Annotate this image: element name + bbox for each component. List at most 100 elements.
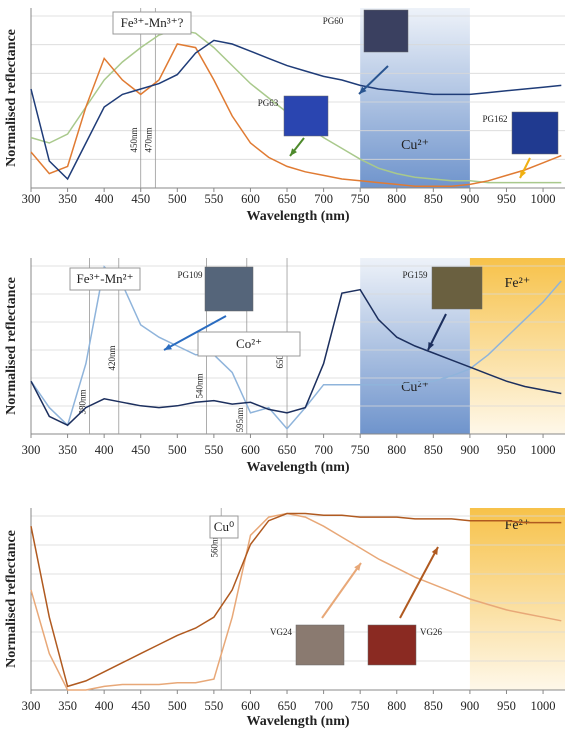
marker-label: 470nm — [143, 127, 153, 152]
region — [469, 508, 565, 690]
legend-label: PG63 — [258, 98, 279, 108]
x-axis-label: Wavelength (nm) — [246, 460, 349, 475]
x-tick-label: 1000 — [531, 192, 556, 206]
sample-photo — [367, 624, 417, 666]
spectrum-line — [30, 288, 562, 427]
x-tick-label: 350 — [58, 443, 77, 457]
x-tick-label: 850 — [424, 192, 443, 206]
x-tick-label: 850 — [424, 699, 443, 713]
legend-label: PG60 — [323, 16, 344, 26]
x-tick-label: 400 — [95, 443, 114, 457]
x-tick-label: 750 — [351, 443, 370, 457]
y-axis-label: Normalised reflectance — [4, 530, 19, 668]
marker-label: 380nm — [78, 389, 88, 414]
x-tick-label: 500 — [168, 443, 187, 457]
x-axis-label: Wavelength (nm) — [246, 209, 349, 224]
label-box — [197, 331, 301, 357]
x-tick-label: 1000 — [531, 699, 556, 713]
arrow-head — [431, 547, 438, 555]
x-tick-label: 350 — [58, 192, 77, 206]
marker-label: 560nm — [209, 532, 219, 557]
x-tick-label: 700 — [314, 699, 333, 713]
arrow — [163, 315, 227, 351]
region-label: Fe²⁺ — [505, 276, 531, 291]
region-label: Cu²⁺ — [401, 138, 429, 153]
x-tick-label: 650 — [278, 699, 297, 713]
x-tick-label: 450 — [131, 443, 150, 457]
x-tick-label: 800 — [387, 699, 406, 713]
x-tick-label: 950 — [497, 192, 516, 206]
arrow-head — [354, 563, 361, 571]
x-tick-label: 750 — [351, 699, 370, 713]
x-tick-label: 500 — [168, 699, 187, 713]
spectrum-line — [30, 39, 562, 181]
x-axis-label: Wavelength (nm) — [246, 714, 349, 729]
label-box — [112, 11, 192, 35]
x-tick-label: 400 — [95, 192, 114, 206]
x-tick-label: 600 — [241, 192, 260, 206]
x-tick-label: 700 — [314, 443, 333, 457]
x-tick-label: 800 — [387, 443, 406, 457]
x-tick-label: 550 — [205, 192, 224, 206]
label-box — [69, 267, 141, 291]
arrow-head — [164, 343, 172, 350]
x-tick-label: 500 — [168, 192, 187, 206]
box-label: Fe³⁺-Mn³⁺? — [121, 15, 184, 30]
x-tick-label: 900 — [461, 443, 480, 457]
x-tick-label: 600 — [241, 443, 260, 457]
legend-label: VG24 — [270, 627, 292, 637]
box-label: Cu⁰ — [214, 519, 234, 534]
x-tick-label: 900 — [461, 192, 480, 206]
x-tick-label: 850 — [424, 443, 443, 457]
x-tick-label: 700 — [314, 192, 333, 206]
y-axis-label: Normalised reflectance — [4, 277, 19, 415]
x-tick-label: 550 — [205, 443, 224, 457]
region — [469, 258, 565, 434]
arrow-head — [520, 170, 527, 178]
legend-label: PG159 — [402, 270, 428, 280]
box-label: Fe³⁺-Mn²⁺ — [77, 271, 134, 286]
x-tick-label: 950 — [497, 699, 516, 713]
arrow — [321, 562, 362, 619]
x-tick-label: 450 — [131, 699, 150, 713]
marker-label: 540nm — [195, 373, 205, 398]
x-tick-label: 650 — [278, 443, 297, 457]
x-tick-label: 400 — [95, 699, 114, 713]
x-tick-label: 350 — [58, 699, 77, 713]
legend-label: PG162 — [482, 114, 507, 124]
sample-photo — [363, 9, 409, 53]
sample-photo — [204, 266, 254, 312]
legend-label: PG109 — [177, 270, 203, 280]
sample-photo — [283, 95, 329, 137]
sample-photo — [511, 111, 559, 155]
sample-photo — [431, 266, 483, 310]
x-tick-label: 1000 — [531, 443, 556, 457]
x-tick-label: 900 — [461, 699, 480, 713]
x-tick-label: 950 — [497, 443, 516, 457]
x-tick-label: 650 — [278, 192, 297, 206]
marker-label: 450nm — [129, 127, 139, 152]
spectrum-line — [30, 43, 562, 187]
box-label: Co²⁺ — [236, 336, 262, 351]
marker-label: 420nm — [107, 345, 117, 370]
spectrum-line — [30, 512, 562, 691]
x-tick-label: 300 — [22, 699, 41, 713]
x-tick-label: 600 — [241, 699, 260, 713]
label-box — [209, 515, 239, 539]
arrow-head — [428, 342, 435, 350]
x-tick-label: 550 — [205, 699, 224, 713]
arrow — [399, 546, 439, 619]
arrow-head — [359, 86, 367, 94]
spectrum-line — [30, 512, 562, 688]
marker-label: 595nm — [235, 407, 245, 432]
sample-photo — [295, 624, 345, 666]
arrow-head — [290, 148, 297, 156]
y-axis-label: Normalised reflectance — [4, 29, 19, 167]
x-tick-label: 800 — [387, 192, 406, 206]
x-tick-label: 300 — [22, 192, 41, 206]
x-tick-label: 300 — [22, 443, 41, 457]
x-tick-label: 450 — [131, 192, 150, 206]
x-tick-label: 750 — [351, 192, 370, 206]
